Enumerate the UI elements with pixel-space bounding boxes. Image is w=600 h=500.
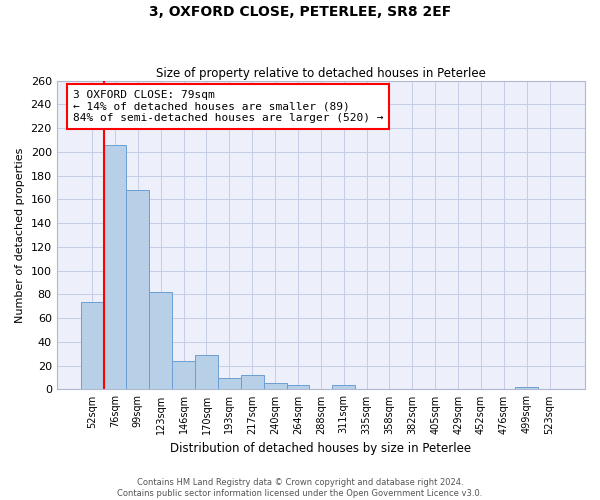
- Bar: [104, 145, 127, 390]
- Bar: [218, 378, 241, 390]
- Bar: [515, 387, 538, 390]
- Bar: [332, 384, 355, 390]
- Text: Contains HM Land Registry data © Crown copyright and database right 2024.
Contai: Contains HM Land Registry data © Crown c…: [118, 478, 482, 498]
- Text: 3 OXFORD CLOSE: 79sqm
← 14% of detached houses are smaller (89)
84% of semi-deta: 3 OXFORD CLOSE: 79sqm ← 14% of detached …: [73, 90, 383, 123]
- Bar: [80, 302, 104, 390]
- Bar: [263, 384, 287, 390]
- Bar: [241, 375, 263, 390]
- Bar: [127, 190, 149, 390]
- Bar: [287, 384, 310, 390]
- Bar: [195, 355, 218, 390]
- Y-axis label: Number of detached properties: Number of detached properties: [15, 148, 25, 322]
- X-axis label: Distribution of detached houses by size in Peterlee: Distribution of detached houses by size …: [170, 442, 472, 455]
- Bar: [172, 361, 195, 390]
- Text: 3, OXFORD CLOSE, PETERLEE, SR8 2EF: 3, OXFORD CLOSE, PETERLEE, SR8 2EF: [149, 5, 451, 19]
- Title: Size of property relative to detached houses in Peterlee: Size of property relative to detached ho…: [156, 66, 486, 80]
- Bar: [149, 292, 172, 390]
